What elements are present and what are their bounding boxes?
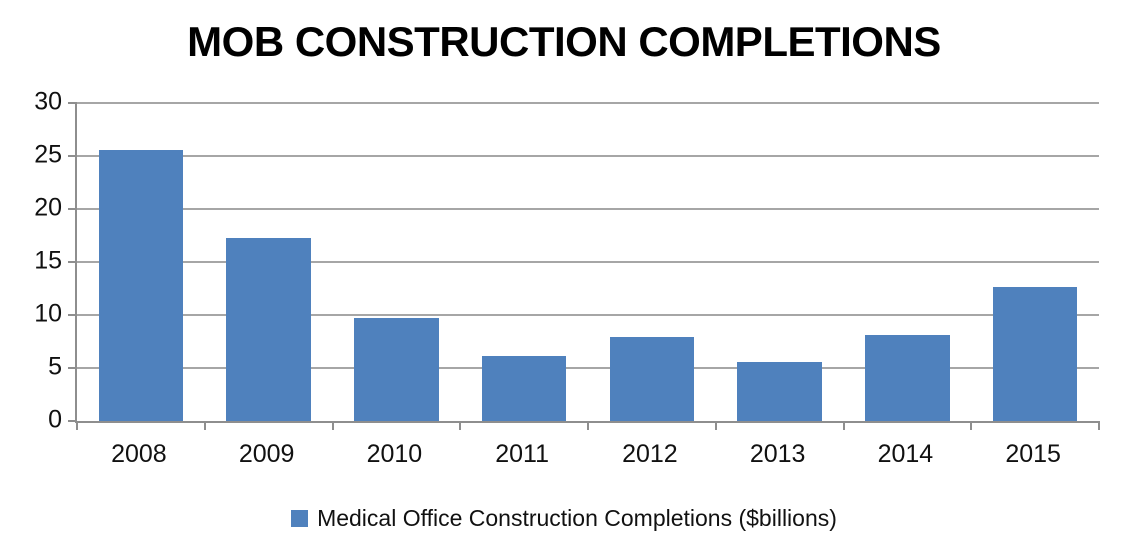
x-axis-label-2010: 2010 (366, 440, 423, 468)
x-tick-7 (970, 421, 973, 430)
bar-cell-2009 (205, 103, 333, 421)
bar-2012 (609, 337, 695, 421)
y-axis-label-25: 25 (34, 140, 62, 169)
y-tick-20 (68, 208, 77, 210)
legend-label: Medical Office Construction Completions … (317, 505, 837, 531)
chart-title: MOB CONSTRUCTION COMPLETIONS (187, 18, 941, 65)
gridline-5 (77, 367, 1099, 369)
x-axis-label-2013: 2013 (749, 440, 806, 468)
x-axis-label-2014: 2014 (877, 440, 934, 468)
x-axis-label-2015: 2015 (1005, 440, 1061, 468)
y-axis-label-0: 0 (48, 405, 62, 434)
bar-cell-2008 (77, 103, 205, 421)
y-axis-label-10: 10 (34, 299, 62, 328)
y-tick-10 (68, 314, 77, 316)
bar-2014 (865, 335, 950, 421)
gridline-30 (77, 102, 1099, 104)
bar-cell-2013 (716, 103, 844, 421)
gridline-15 (77, 261, 1099, 263)
legend: Medical Office Construction Completions … (0, 505, 1128, 532)
bar-cell-2015 (971, 103, 1099, 421)
x-tick-3 (459, 421, 462, 430)
bar-2013 (737, 361, 822, 421)
bar-cell-2012 (588, 103, 716, 421)
x-axis-label-2009: 2009 (238, 440, 295, 468)
bar-cell-2014 (844, 103, 972, 421)
x-tick-6 (842, 421, 845, 430)
y-axis-label-20: 20 (34, 193, 62, 222)
y-tick-15 (68, 261, 77, 263)
x-axis-labels: 2008 2009 2010 2011 2012 2013 2014 2015 (75, 440, 1097, 469)
bar-2015 (992, 287, 1078, 421)
x-tick-0 (76, 421, 78, 430)
gridline-20 (77, 208, 1099, 210)
x-tick-1 (203, 421, 206, 430)
x-tick-5 (714, 421, 717, 430)
plot-area (68, 102, 1100, 430)
bar-2009 (226, 237, 311, 421)
gridline-10 (77, 314, 1099, 316)
legend-swatch-icon (291, 510, 309, 527)
y-tick-30 (68, 102, 77, 104)
y-axis-label-15: 15 (34, 246, 62, 275)
bar-2008 (98, 149, 184, 421)
y-axis-label-30: 30 (34, 87, 62, 116)
bar-cell-2010 (333, 103, 461, 421)
x-axis-label-2011: 2011 (495, 440, 549, 468)
y-tick-5 (68, 367, 77, 369)
bars-row (77, 103, 1099, 421)
gridline-25 (77, 155, 1099, 157)
y-tick-25 (68, 155, 77, 157)
y-axis-label-5: 5 (48, 352, 62, 381)
bar-2010 (354, 318, 439, 421)
x-tick-4 (587, 421, 589, 430)
x-axis-label-2008: 2008 (111, 440, 167, 468)
x-axis-label-2012: 2012 (622, 440, 678, 468)
bar-2011 (481, 356, 567, 421)
bar-cell-2011 (460, 103, 588, 421)
x-tick-2 (331, 421, 334, 430)
y-tick-0 (68, 420, 77, 422)
y-axis-labels: 0 5 10 15 20 25 30 (0, 87, 62, 433)
x-tick-8 (1098, 421, 1100, 430)
